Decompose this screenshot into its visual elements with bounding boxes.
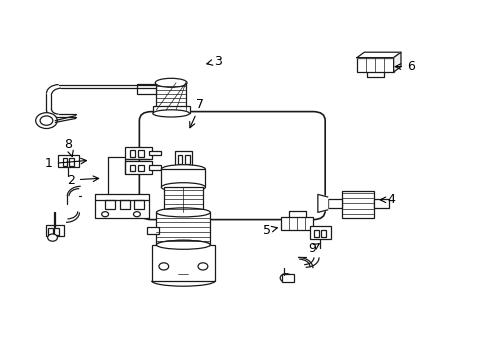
Bar [95,194,149,218]
Bar [138,165,144,171]
Ellipse shape [156,240,210,249]
Bar [105,200,115,209]
Circle shape [36,113,57,129]
Bar [48,228,53,235]
Polygon shape [317,194,327,212]
Ellipse shape [161,183,205,192]
Bar [163,187,203,212]
Polygon shape [393,52,400,72]
Bar [161,169,205,187]
Bar [281,217,312,230]
Text: 5: 5 [262,224,277,237]
Bar [174,151,192,166]
Bar [152,106,189,113]
Bar [149,165,161,170]
Ellipse shape [161,165,205,174]
Bar [138,150,144,157]
Ellipse shape [156,208,210,217]
Bar [54,228,59,235]
Bar [321,230,325,237]
Bar [151,245,215,281]
Text: 1: 1 [45,157,86,170]
Bar [46,225,63,236]
Circle shape [102,212,108,217]
Ellipse shape [162,208,204,216]
Bar [134,200,144,209]
Bar [146,227,159,234]
Bar [281,274,293,282]
Bar [309,226,330,239]
Bar [356,58,393,72]
Ellipse shape [155,78,186,87]
Bar [342,191,373,218]
Circle shape [198,263,207,270]
Bar [62,158,67,166]
Bar [149,151,161,155]
Bar [120,200,129,209]
Circle shape [280,274,291,282]
Text: 8: 8 [64,138,73,157]
Text: 2: 2 [67,174,99,186]
Text: 3: 3 [206,55,221,68]
Bar [314,230,318,237]
Bar [177,155,182,164]
Bar [124,161,151,174]
Bar [69,158,74,166]
Ellipse shape [156,240,210,249]
Bar [185,155,190,164]
Circle shape [159,263,168,270]
Circle shape [133,212,140,217]
Text: 6: 6 [394,60,414,73]
Bar [58,155,79,167]
Text: 4: 4 [380,193,394,206]
Bar [156,83,185,110]
Polygon shape [356,52,400,58]
Circle shape [40,116,53,125]
Bar [373,199,388,208]
Text: 9: 9 [307,242,319,255]
Circle shape [48,234,58,241]
Bar [137,84,156,94]
Text: 7: 7 [189,98,204,128]
Ellipse shape [152,110,189,117]
Bar [129,150,135,157]
FancyBboxPatch shape [139,112,325,220]
Bar [124,147,151,159]
Bar [156,212,210,245]
Bar [327,199,342,208]
Bar [129,165,135,171]
